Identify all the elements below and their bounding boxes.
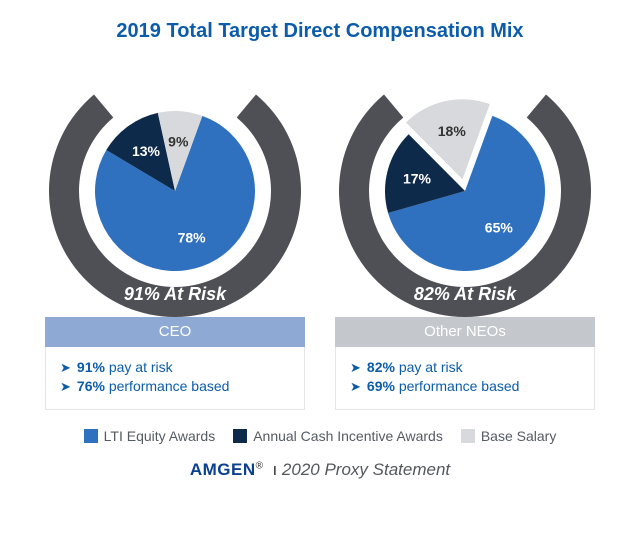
footer-sep: ı <box>272 460 277 479</box>
slice-label-lti: 65% <box>485 219 514 235</box>
bullets-neo: ➤ 82% pay at risk ➤ 69% performance based <box>335 347 595 410</box>
legend-swatch <box>233 429 247 443</box>
bullet-row: ➤ 91% pay at risk <box>60 359 290 376</box>
legend-label: Base Salary <box>481 428 556 444</box>
label-bar-neo: Other NEOs <box>335 317 595 347</box>
brand-logo: AMGEN <box>190 460 256 479</box>
slice-label-base: 18% <box>438 123 467 139</box>
bullet-row: ➤ 69% performance based <box>350 378 580 395</box>
bullet-text: 82% pay at risk <box>367 359 463 375</box>
slice-label-base: 9% <box>168 134 189 150</box>
footer: AMGEN® ı 2020 Proxy Statement <box>30 460 610 480</box>
bullets-ceo: ➤ 91% pay at risk ➤ 76% performance based <box>45 347 305 410</box>
registered-mark: ® <box>256 460 263 471</box>
bullet-text: 91% pay at risk <box>77 359 173 375</box>
slice-label-lti: 78% <box>178 230 207 246</box>
chevron-icon: ➤ <box>60 379 71 395</box>
chevron-icon: ➤ <box>350 360 361 376</box>
legend-label: Annual Cash Incentive Awards <box>253 428 443 444</box>
legend-item: Base Salary <box>461 428 556 444</box>
legend-swatch <box>461 429 475 443</box>
bullet-row: ➤ 76% performance based <box>60 378 290 395</box>
legend-item: LTI Equity Awards <box>84 428 216 444</box>
legend: LTI Equity Awards Annual Cash Incentive A… <box>30 428 610 444</box>
bullet-text: 76% performance based <box>77 378 230 394</box>
pie-neo: 65%17%18%82% At Risk <box>335 61 595 321</box>
panel-ceo: 78%13%9%91% At RiskCEO➤91% pay at risk➤7… <box>45 61 305 410</box>
legend-item: Annual Cash Incentive Awards <box>233 428 443 444</box>
chevron-icon: ➤ <box>60 360 71 376</box>
slice-label-cash: 17% <box>403 170 432 186</box>
page-title: 2019 Total Target Direct Compensation Mi… <box>30 20 610 43</box>
bullet-text: 69% performance based <box>367 378 520 394</box>
legend-label: LTI Equity Awards <box>104 428 216 444</box>
chevron-icon: ➤ <box>350 379 361 395</box>
charts-row: 78%13%9%91% At RiskCEO➤91% pay at risk➤7… <box>30 61 610 410</box>
pie-ceo: 78%13%9%91% At Risk <box>45 61 305 321</box>
panel-neo: 65%17%18%82% At RiskOther NEOs➤82% pay a… <box>335 61 595 410</box>
slice-label-cash: 13% <box>132 143 161 159</box>
legend-swatch <box>84 429 98 443</box>
bullet-row: ➤ 82% pay at risk <box>350 359 580 376</box>
label-bar-ceo: CEO <box>45 317 305 347</box>
footer-text: 2020 Proxy Statement <box>282 460 450 479</box>
